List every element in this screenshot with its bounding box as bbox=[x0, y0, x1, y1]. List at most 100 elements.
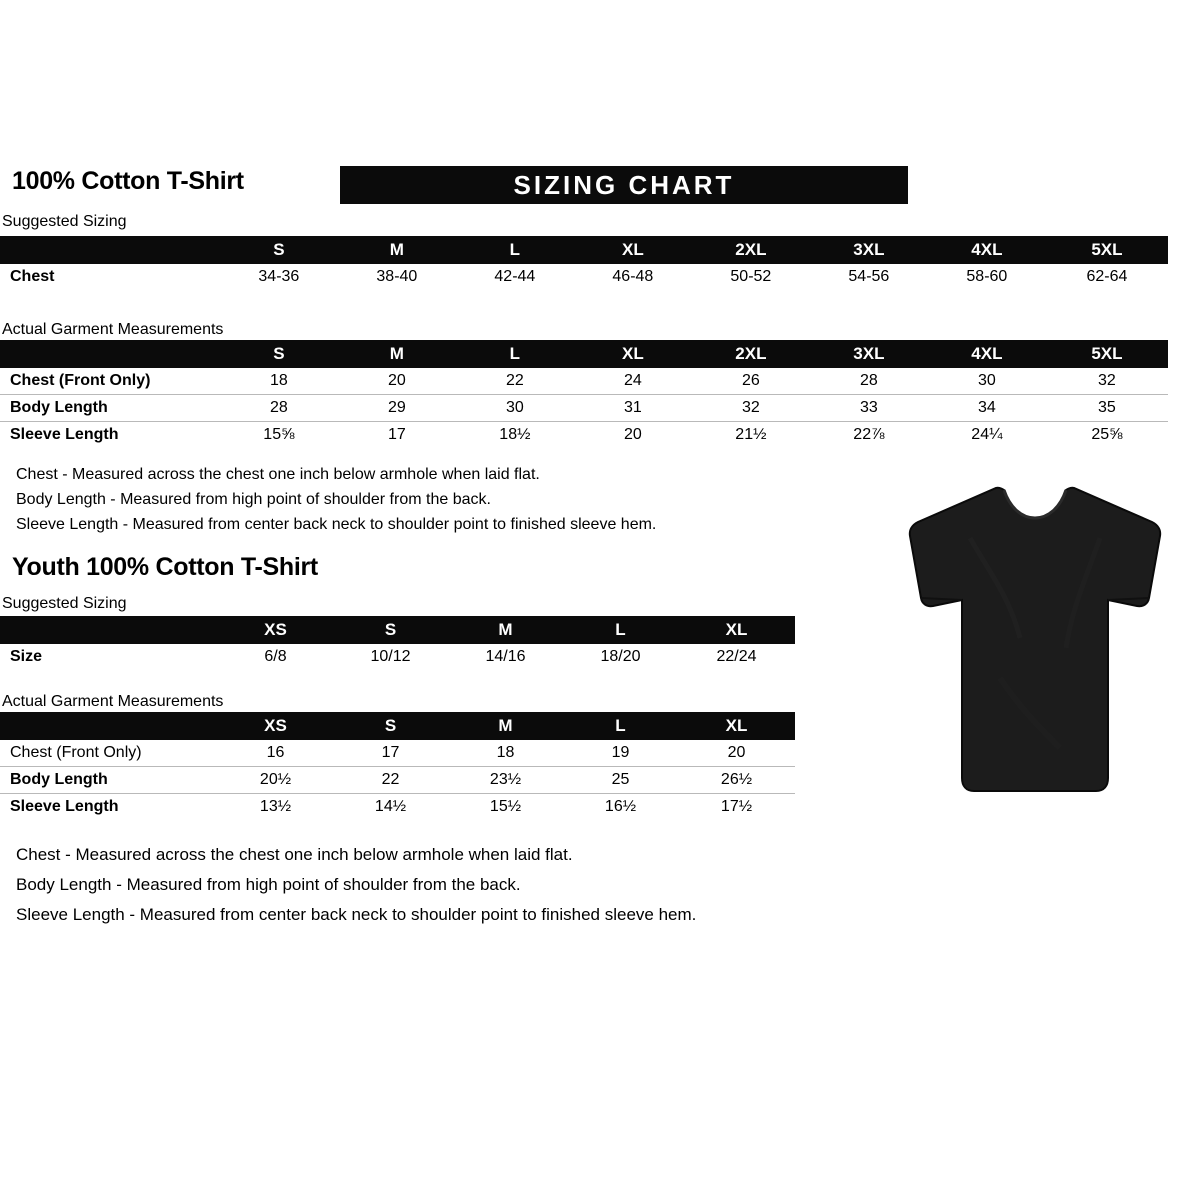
size-header-2xl: 2XL bbox=[691, 340, 810, 368]
size-header-2xl: 2XL bbox=[691, 236, 810, 264]
table-row: Sleeve Length 13½ 14½ 15½ 16½ 17½ bbox=[0, 794, 795, 821]
cell-size-s: 10/12 bbox=[370, 648, 411, 665]
cell-sleevelength-xl: 17½ bbox=[720, 798, 753, 815]
size-header-l: L bbox=[455, 340, 574, 368]
table-row: Chest (Front Only) 16 17 18 19 20 bbox=[0, 740, 795, 767]
table-header-row: S M L XL 2XL 3XL 4XL 5XL bbox=[0, 236, 1168, 264]
cell-sleevelength-l: 18½ bbox=[499, 426, 531, 443]
table-header-row: XS S M L XL bbox=[0, 616, 795, 644]
table-corner-cell bbox=[0, 340, 220, 368]
cell-size-xl: 22/24 bbox=[716, 648, 757, 665]
cell-bodylength-m: 29 bbox=[337, 394, 456, 422]
size-header-xl: XL bbox=[573, 236, 692, 264]
cell-sleevelength-s: 15⅝ bbox=[263, 426, 295, 443]
cell-size-xs: 6/8 bbox=[264, 648, 287, 665]
size-header-s: S bbox=[333, 712, 448, 740]
adult-section-title: 100% Cotton T-Shirt bbox=[12, 167, 244, 195]
size-header-3xl: 3XL bbox=[809, 340, 928, 368]
cell-bodylength-xl: 31 bbox=[573, 394, 692, 422]
row-label-chest: Chest bbox=[10, 268, 55, 285]
cell-size-m: 14/16 bbox=[485, 648, 526, 665]
table-row: Size 6/8 10/12 14/16 18/20 22/24 bbox=[0, 644, 795, 670]
youth-notes: Chest - Measured across the chest one in… bbox=[16, 840, 696, 930]
cell-bodylength-m: 23½ bbox=[448, 766, 563, 794]
cell-chestfront-l: 22 bbox=[455, 368, 574, 395]
size-header-xl: XL bbox=[573, 340, 692, 368]
cell-bodylength-3xl: 33 bbox=[809, 394, 928, 422]
cell-chest-5xl: 62-64 bbox=[1086, 268, 1128, 285]
cell-size-l: 18/20 bbox=[600, 648, 641, 665]
size-header-4xl: 4XL bbox=[927, 236, 1046, 264]
cell-chest-3xl: 54-56 bbox=[848, 268, 890, 285]
adult-notes: Chest - Measured across the chest one in… bbox=[16, 462, 656, 537]
cell-chestfront-4xl: 30 bbox=[927, 368, 1046, 395]
youth-note-body-length: Body Length - Measured from high point o… bbox=[16, 875, 521, 894]
cell-bodylength-xs: 20½ bbox=[218, 766, 333, 794]
cell-bodylength-l: 30 bbox=[455, 394, 574, 422]
size-header-xs: XS bbox=[218, 616, 333, 644]
size-header-4xl: 4XL bbox=[927, 340, 1046, 368]
table-row: Chest 34-36 38-40 42-44 46-48 50-52 54-5… bbox=[0, 264, 1168, 290]
table-header-row: XS S M L XL bbox=[0, 712, 795, 740]
cell-sleevelength-2xl: 21½ bbox=[735, 426, 767, 443]
cell-chestfront-s: 18 bbox=[219, 368, 338, 395]
table-row: Body Length 20½ 22 23½ 25 26½ bbox=[0, 766, 795, 794]
cell-chest-s: 34-36 bbox=[258, 268, 300, 285]
youth-note-sleeve-length: Sleeve Length - Measured from center bac… bbox=[16, 905, 697, 924]
cell-chestfront-xl: 20 bbox=[678, 740, 795, 767]
adult-measurements-caption: Actual Garment Measurements bbox=[2, 321, 224, 338]
size-header-m: M bbox=[337, 236, 456, 264]
size-header-m: M bbox=[448, 712, 563, 740]
table-row: Body Length 28 29 30 31 32 33 34 35 bbox=[0, 394, 1168, 422]
size-header-xl: XL bbox=[678, 616, 795, 644]
cell-chestfront-m: 20 bbox=[337, 368, 456, 395]
cell-bodylength-2xl: 32 bbox=[691, 394, 810, 422]
adult-suggested-sizing-caption: Suggested Sizing bbox=[2, 213, 127, 230]
row-label-size: Size bbox=[10, 648, 43, 665]
cell-chestfront-2xl: 26 bbox=[691, 368, 810, 395]
row-label-chest-front-only: Chest (Front Only) bbox=[0, 368, 220, 395]
cell-chestfront-3xl: 28 bbox=[809, 368, 928, 395]
adult-note-sleeve-length: Sleeve Length - Measured from center bac… bbox=[16, 516, 657, 533]
youth-measurements-table: XS S M L XL Chest (Front Only) 16 17 18 … bbox=[0, 712, 795, 820]
cell-sleevelength-m: 15½ bbox=[489, 798, 522, 815]
tshirt-icon bbox=[908, 486, 1162, 792]
size-header-l: L bbox=[563, 616, 678, 644]
cell-bodylength-5xl: 35 bbox=[1045, 394, 1168, 422]
adult-measurements-table: S M L XL 2XL 3XL 4XL 5XL Chest (Front On… bbox=[0, 340, 1168, 448]
youth-suggested-sizing-caption: Suggested Sizing bbox=[2, 595, 127, 612]
row-label-sleeve-length: Sleeve Length bbox=[10, 426, 119, 443]
table-row: Sleeve Length 15⅝ 17 18½ 20 21½ 22⅞ 24¼ … bbox=[0, 422, 1168, 449]
adult-note-chest: Chest - Measured across the chest one in… bbox=[16, 466, 540, 483]
table-row: Chest (Front Only) 18 20 22 24 26 28 30 … bbox=[0, 368, 1168, 395]
table-header-row: S M L XL 2XL 3XL 4XL 5XL bbox=[0, 340, 1168, 368]
cell-sleevelength-5xl: 25⅝ bbox=[1091, 426, 1123, 443]
sizing-chart-banner: SIZING CHART bbox=[340, 166, 908, 204]
size-header-l: L bbox=[455, 236, 574, 264]
size-header-s: S bbox=[219, 340, 338, 368]
cell-chestfront-xl: 24 bbox=[573, 368, 692, 395]
adult-header: 100% Cotton T-Shirt SIZING CHART bbox=[12, 166, 1192, 206]
cell-chestfront-xs: 16 bbox=[218, 740, 333, 767]
cell-chest-2xl: 50-52 bbox=[730, 268, 772, 285]
row-label-sleeve-length: Sleeve Length bbox=[10, 798, 119, 815]
product-image-tshirt bbox=[900, 478, 1170, 803]
youth-section-title: Youth 100% Cotton T-Shirt bbox=[12, 553, 318, 581]
youth-suggested-sizing-table: XS S M L XL Size 6/8 10/12 14/16 18/20 2… bbox=[0, 616, 795, 670]
youth-note-chest: Chest - Measured across the chest one in… bbox=[16, 845, 573, 864]
cell-sleevelength-s: 14½ bbox=[374, 798, 407, 815]
size-header-xs: XS bbox=[218, 712, 333, 740]
cell-sleevelength-3xl: 22⅞ bbox=[853, 426, 885, 443]
row-label-body-length: Body Length bbox=[0, 394, 220, 422]
size-header-s: S bbox=[333, 616, 448, 644]
cell-bodylength-xl: 26½ bbox=[678, 766, 795, 794]
cell-chestfront-s: 17 bbox=[333, 740, 448, 767]
cell-sleevelength-xl: 20 bbox=[623, 426, 642, 443]
cell-chestfront-5xl: 32 bbox=[1045, 368, 1168, 395]
row-label-chest-front-only: Chest (Front Only) bbox=[0, 740, 218, 767]
cell-sleevelength-m: 17 bbox=[387, 426, 406, 443]
size-header-m: M bbox=[448, 616, 563, 644]
cell-sleevelength-xs: 13½ bbox=[259, 798, 292, 815]
size-header-m: M bbox=[337, 340, 456, 368]
